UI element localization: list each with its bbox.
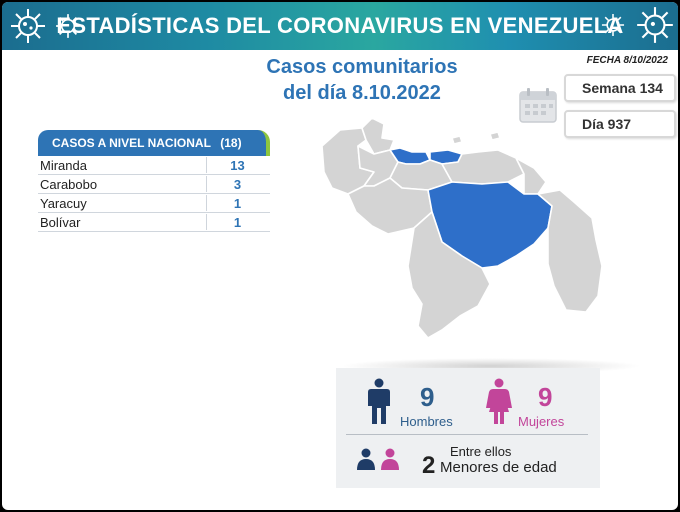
women-count: 9 xyxy=(538,382,553,412)
cases-table-header: CASOS A NIVEL NACIONAL (18) xyxy=(38,130,270,156)
virus-icon xyxy=(56,14,80,38)
virus-icon xyxy=(601,13,625,37)
map-region xyxy=(407,211,491,339)
state-name: Carabobo xyxy=(40,177,98,192)
virus-icon xyxy=(637,7,673,43)
table-row: Bolívar 1 xyxy=(38,213,270,232)
minors-label: Menores de edad xyxy=(440,459,557,476)
woman-icon xyxy=(486,378,512,424)
week-badge: Semana 134 xyxy=(564,74,676,102)
cases-table-total: (18) xyxy=(220,136,242,150)
panel-divider xyxy=(346,434,588,435)
state-name: Miranda xyxy=(40,158,87,173)
header-banner: ESTADÍSTICAS DEL CORONAVIRUS EN VENEZUEL… xyxy=(2,2,678,50)
state-cases: 1 xyxy=(206,195,268,211)
map-region xyxy=(451,135,463,145)
table-row: Carabobo 3 xyxy=(38,175,270,194)
summary-panel xyxy=(336,368,600,488)
cases-table-title: CASOS A NIVEL NACIONAL xyxy=(52,136,211,150)
map-region xyxy=(489,131,501,141)
state-name: Yaracuy xyxy=(40,196,87,211)
state-cases: 3 xyxy=(206,176,268,192)
women-label: Mujeres xyxy=(518,414,565,429)
date-label: FECHA 8/10/2022 xyxy=(586,55,668,66)
state-cases: 13 xyxy=(206,157,268,173)
state-cases: 1 xyxy=(206,214,268,230)
among-label: Entre ellos xyxy=(450,444,512,459)
children-icon xyxy=(357,448,399,470)
subtitle-line-1: Casos comunitarios xyxy=(266,56,458,78)
cases-table: Miranda 13 Carabobo 3 Yaracuy 1 Bolívar … xyxy=(38,156,270,232)
minors-count: 2 xyxy=(422,452,436,479)
map-region xyxy=(537,189,603,313)
men-label: Hombres xyxy=(400,414,453,429)
day-badge: Día 937 xyxy=(564,110,676,138)
virus-icon xyxy=(11,9,45,43)
calendar-icon xyxy=(519,88,557,123)
subtitle-line-2: del día 8.10.2022 xyxy=(283,82,441,104)
map-region xyxy=(361,117,395,155)
page-title: ESTADÍSTICAS DEL CORONAVIRUS EN VENEZUEL… xyxy=(56,13,624,38)
state-name: Bolívar xyxy=(40,215,81,230)
venezuela-map xyxy=(321,117,603,339)
men-count: 9 xyxy=(420,382,435,412)
table-row: Miranda 13 xyxy=(38,156,270,175)
subtitle: Casos comunitarios del día 8.10.2022 xyxy=(242,54,482,106)
table-row: Yaracuy 1 xyxy=(38,194,270,213)
man-icon xyxy=(368,378,390,424)
